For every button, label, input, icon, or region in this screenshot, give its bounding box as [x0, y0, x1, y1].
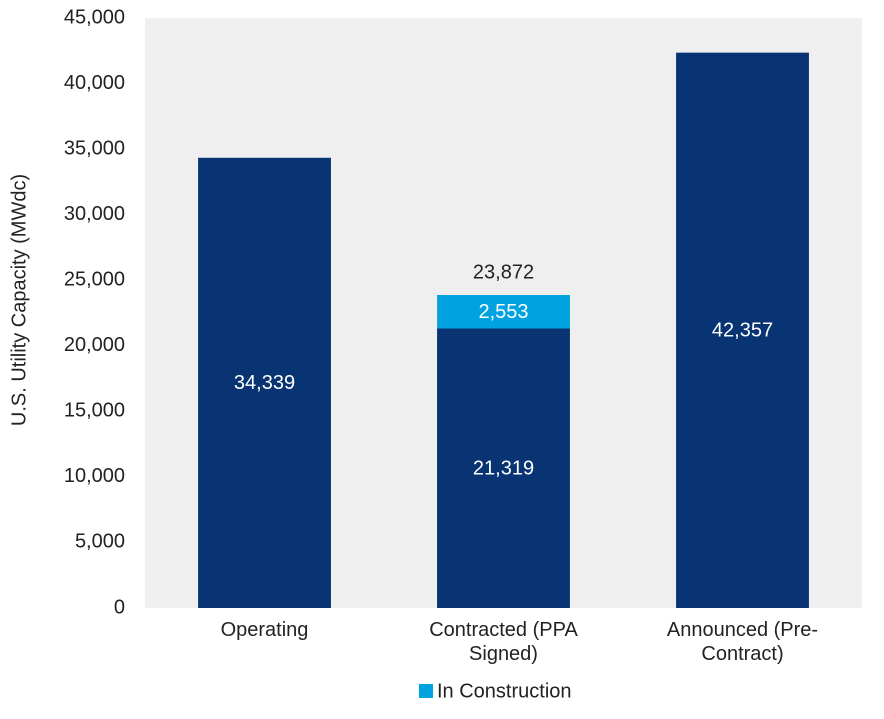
data-label: 34,339 — [234, 372, 295, 394]
y-tick-label: 20,000 — [64, 334, 125, 356]
x-tick-label: Announced (Pre-Contract) — [666, 619, 819, 665]
y-axis-label: U.S. Utility Capacity (MWdc) — [8, 174, 30, 426]
legend-label: In Construction — [437, 680, 572, 702]
data-label: 42,357 — [712, 320, 773, 342]
x-tick-label: Operating — [220, 619, 309, 641]
y-tick-label: 40,000 — [64, 72, 125, 94]
y-tick-label: 15,000 — [64, 400, 125, 422]
bar-segment — [198, 157, 331, 608]
total-label: 23,872 — [473, 261, 534, 283]
data-label: 21,319 — [473, 458, 534, 480]
y-tick-label: 25,000 — [64, 269, 125, 291]
data-label: 2,553 — [478, 301, 528, 323]
y-tick-label: 35,000 — [64, 137, 125, 159]
bar-segment — [437, 328, 570, 608]
bar-segment — [437, 295, 570, 329]
y-tick-label: 5,000 — [75, 531, 125, 553]
y-tick-label: 10,000 — [64, 465, 125, 487]
y-tick-label: 45,000 — [64, 6, 125, 28]
x-tick-label: Contracted (PPA Signed) — [429, 619, 578, 665]
y-tick-label: 0 — [114, 596, 125, 618]
bar-segment — [676, 52, 809, 609]
legend-swatch — [419, 684, 433, 698]
y-tick-label: 30,000 — [64, 203, 125, 225]
